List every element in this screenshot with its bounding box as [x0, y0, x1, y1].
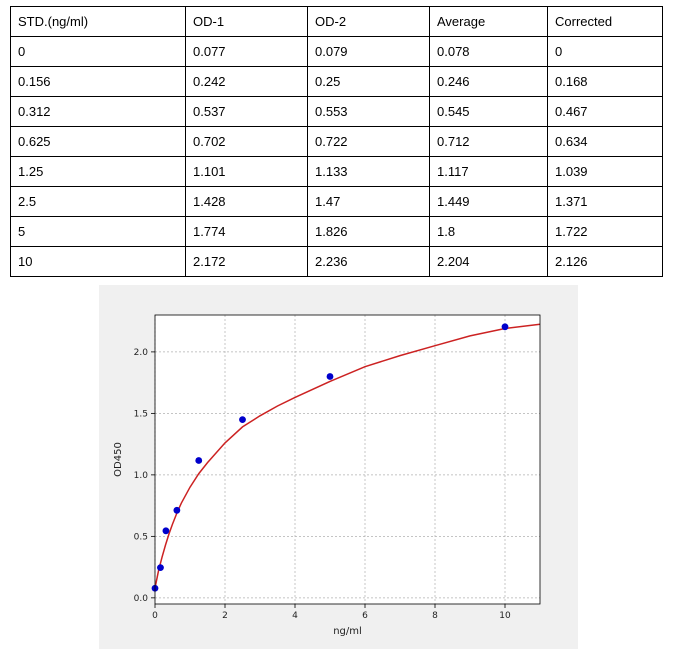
- x-tick-label: 10: [499, 611, 511, 621]
- table-cell: 2.236: [307, 246, 430, 277]
- standard-curve-table: STD.(ng/ml) OD-1 OD-2 Average Corrected 0 0.07…: [10, 6, 663, 277]
- table-cell: 0.168: [547, 66, 663, 97]
- table-cell: 0: [547, 36, 663, 67]
- gridlines: [154, 315, 540, 604]
- table-cell: 2.204: [429, 246, 548, 277]
- table-cell: 2.172: [185, 246, 308, 277]
- table-row: 0.156 0.242 0.25 0.246 0.168: [10, 66, 663, 97]
- table-row: 5 1.774 1.826 1.8 1.722: [10, 216, 663, 247]
- table-cell: 5: [10, 216, 186, 247]
- table-cell: 0.078: [429, 36, 548, 67]
- y-tick-label: 1.5: [134, 409, 148, 419]
- table-cell: 1.039: [547, 156, 663, 187]
- table-cell: 1.428: [185, 186, 308, 217]
- column-header: Average: [429, 6, 548, 37]
- data-point: [173, 506, 181, 514]
- y-axis-label: OD450: [113, 442, 124, 477]
- plot-frame: [154, 314, 541, 605]
- table-cell: 1.25: [10, 156, 186, 187]
- table-cell: 0.077: [185, 36, 308, 67]
- table-header-row: STD.(ng/ml) OD-1 OD-2 Average Corrected: [10, 6, 663, 37]
- data-point: [326, 373, 334, 380]
- table-cell: 0.545: [429, 96, 548, 127]
- table-cell: 1.8: [429, 216, 548, 247]
- table-cell: 10: [10, 246, 186, 277]
- x-tick-label: 0: [152, 611, 158, 621]
- table-cell: 1.117: [429, 156, 548, 187]
- table-cell: 0: [10, 36, 186, 67]
- table-cell: 2.5: [10, 186, 186, 217]
- x-tick-label: 8: [432, 611, 438, 621]
- table-cell: 0.246: [429, 66, 548, 97]
- x-tick-label: 2: [222, 611, 228, 621]
- table-cell: 1.101: [185, 156, 308, 187]
- table-cell: 0.467: [547, 96, 663, 127]
- data-point: [239, 416, 246, 424]
- column-header: OD-1: [185, 6, 308, 37]
- table-cell: 1.133: [307, 156, 430, 187]
- table-cell: 1.826: [307, 216, 430, 247]
- table-cell: 0.242: [185, 66, 308, 97]
- x-tick-label: 4: [292, 611, 298, 621]
- table-row: 10 2.172 2.236 2.204 2.126: [10, 246, 663, 277]
- chart-panel: 0 2 4 6 8 10 0.0 0.5 1.0 1.5 2.0 ng/ml OD450: [99, 285, 578, 649]
- table-row: 0.312 0.537 0.553 0.545 0.467: [10, 96, 663, 127]
- y-tick-label: 0.5: [134, 532, 148, 542]
- table-cell: 0.625: [10, 126, 186, 157]
- x-axis-label: ng/ml: [333, 626, 362, 637]
- table-cell: 0.312: [10, 96, 186, 127]
- y-tick-label: 2.0: [134, 348, 149, 358]
- table-row: 2.5 1.428 1.47 1.449 1.371: [10, 186, 663, 217]
- table-cell: 0.712: [429, 126, 548, 157]
- table-cell: 0.537: [185, 96, 308, 127]
- data-point: [162, 527, 170, 535]
- table-cell: 0.156: [10, 66, 186, 97]
- y-tick-label: 1.0: [134, 471, 149, 481]
- plot-area: [155, 315, 540, 604]
- axis-ticks: 0 2 4 6 8 10 0.0 0.5 1.0 1.5 2.0: [134, 348, 511, 621]
- fit-curve: [154, 323, 541, 589]
- table-cell: 0.25: [307, 66, 430, 97]
- data-points: [151, 323, 509, 592]
- x-tick-label: 6: [362, 611, 368, 621]
- table-cell: 0.722: [307, 126, 430, 157]
- table-cell: 1.722: [547, 216, 663, 247]
- table-cell: 1.371: [547, 186, 663, 217]
- table-cell: 1.449: [429, 186, 548, 217]
- data-point: [195, 457, 203, 464]
- column-header: OD-2: [307, 6, 430, 37]
- table-cell: 1.47: [307, 186, 430, 217]
- y-tick-label: 0.0: [134, 594, 149, 604]
- standard-curve-chart: 0 2 4 6 8 10 0.0 0.5 1.0 1.5 2.0 ng/ml OD450: [113, 314, 541, 637]
- data-point: [501, 323, 509, 331]
- table-row: 1.25 1.101 1.133 1.117 1.039: [10, 156, 663, 187]
- table-row: 0.625 0.702 0.722 0.712 0.634: [10, 126, 663, 157]
- data-point: [157, 564, 164, 571]
- table-cell: 0.079: [307, 36, 430, 67]
- table-row: 0 0.077 0.079 0.078 0: [10, 36, 663, 67]
- column-header: Corrected: [547, 6, 663, 37]
- table-cell: 0.702: [185, 126, 308, 157]
- table-cell: 2.126: [547, 246, 663, 277]
- column-header: STD.(ng/ml): [10, 6, 186, 37]
- table-cell: 0.553: [307, 96, 430, 127]
- table-cell: 0.634: [547, 126, 663, 157]
- table-cell: 1.774: [185, 216, 308, 247]
